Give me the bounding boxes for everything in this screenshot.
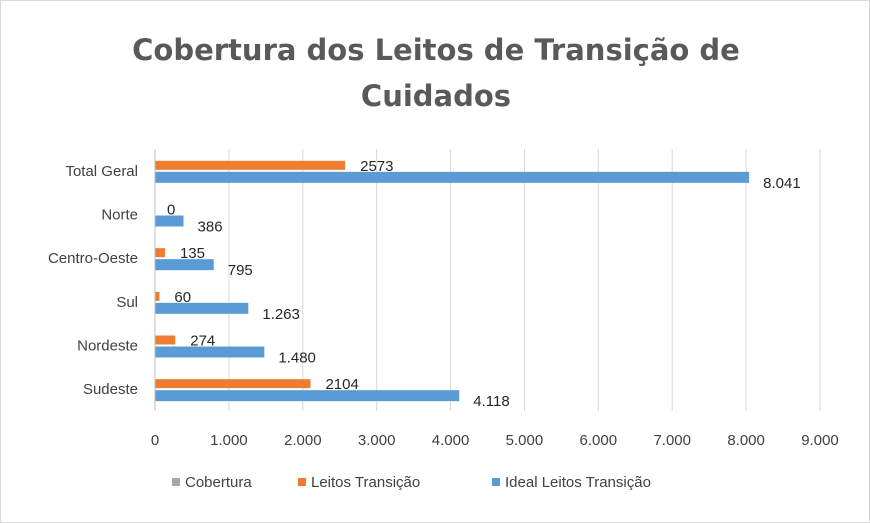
legend-swatch — [298, 478, 306, 486]
x-tick-label: 8.000 — [727, 432, 765, 449]
x-tick-label: 5.000 — [506, 432, 544, 449]
x-tick-label: 9.000 — [801, 432, 839, 449]
legend-swatch — [172, 478, 180, 486]
legend-label: Leitos Transição — [311, 474, 420, 491]
legend-swatch — [492, 478, 500, 486]
x-tick-label: 0 — [151, 432, 159, 449]
data-label-ideal-leitos-transicao: 386 — [198, 219, 223, 236]
category-label: Sul — [116, 294, 138, 311]
data-label-leitos-transicao: 135 — [180, 245, 205, 262]
bar-leitos-transicao — [155, 335, 176, 345]
x-tick-label: 6.000 — [580, 432, 618, 449]
category-label: Nordeste — [77, 338, 138, 355]
category-label: Centro-Oeste — [48, 250, 138, 267]
legend-label: Cobertura — [185, 474, 252, 491]
data-label-leitos-transicao: 274 — [190, 333, 215, 350]
bar-ideal-leitos-transicao — [155, 215, 184, 227]
bar-leitos-transicao — [155, 291, 160, 301]
category-label: Norte — [101, 207, 138, 224]
bar-ideal-leitos-transicao — [155, 390, 460, 402]
legend-label: Ideal Leitos Transição — [505, 474, 651, 491]
data-label-leitos-transicao: 2104 — [325, 376, 358, 393]
data-label-leitos-transicao: 0 — [167, 202, 175, 219]
category-label: Total Geral — [65, 163, 138, 180]
bar-ideal-leitos-transicao — [155, 302, 249, 314]
chart-title: Cobertura dos Leitos de Transição de Cui… — [132, 33, 740, 113]
data-label-ideal-leitos-transicao: 4.118 — [473, 393, 509, 410]
category-label: Sudeste — [83, 381, 138, 398]
bar-leitos-transicao — [155, 379, 311, 389]
x-tick-label: 3.000 — [358, 432, 396, 449]
data-label-ideal-leitos-transicao: 1.480 — [278, 350, 316, 367]
bar-ideal-leitos-transicao — [155, 346, 265, 358]
data-label-leitos-transicao: 60 — [174, 289, 191, 306]
x-tick-label: 2.000 — [284, 432, 322, 449]
data-label-ideal-leitos-transicao: 795 — [228, 262, 253, 279]
x-tick-label: 7.000 — [653, 432, 691, 449]
data-label-ideal-leitos-transicao: 8.041 — [763, 175, 801, 192]
x-tick-label: 4.000 — [432, 432, 470, 449]
bar-ideal-leitos-transicao — [155, 171, 750, 183]
bar-ideal-leitos-transicao — [155, 259, 214, 271]
bar-leitos-transicao — [155, 160, 346, 170]
x-tick-label: 1.000 — [210, 432, 248, 449]
data-label-leitos-transicao: 2573 — [360, 158, 393, 175]
bar-leitos-transicao — [155, 248, 165, 258]
data-label-ideal-leitos-transicao: 1.263 — [262, 306, 300, 323]
